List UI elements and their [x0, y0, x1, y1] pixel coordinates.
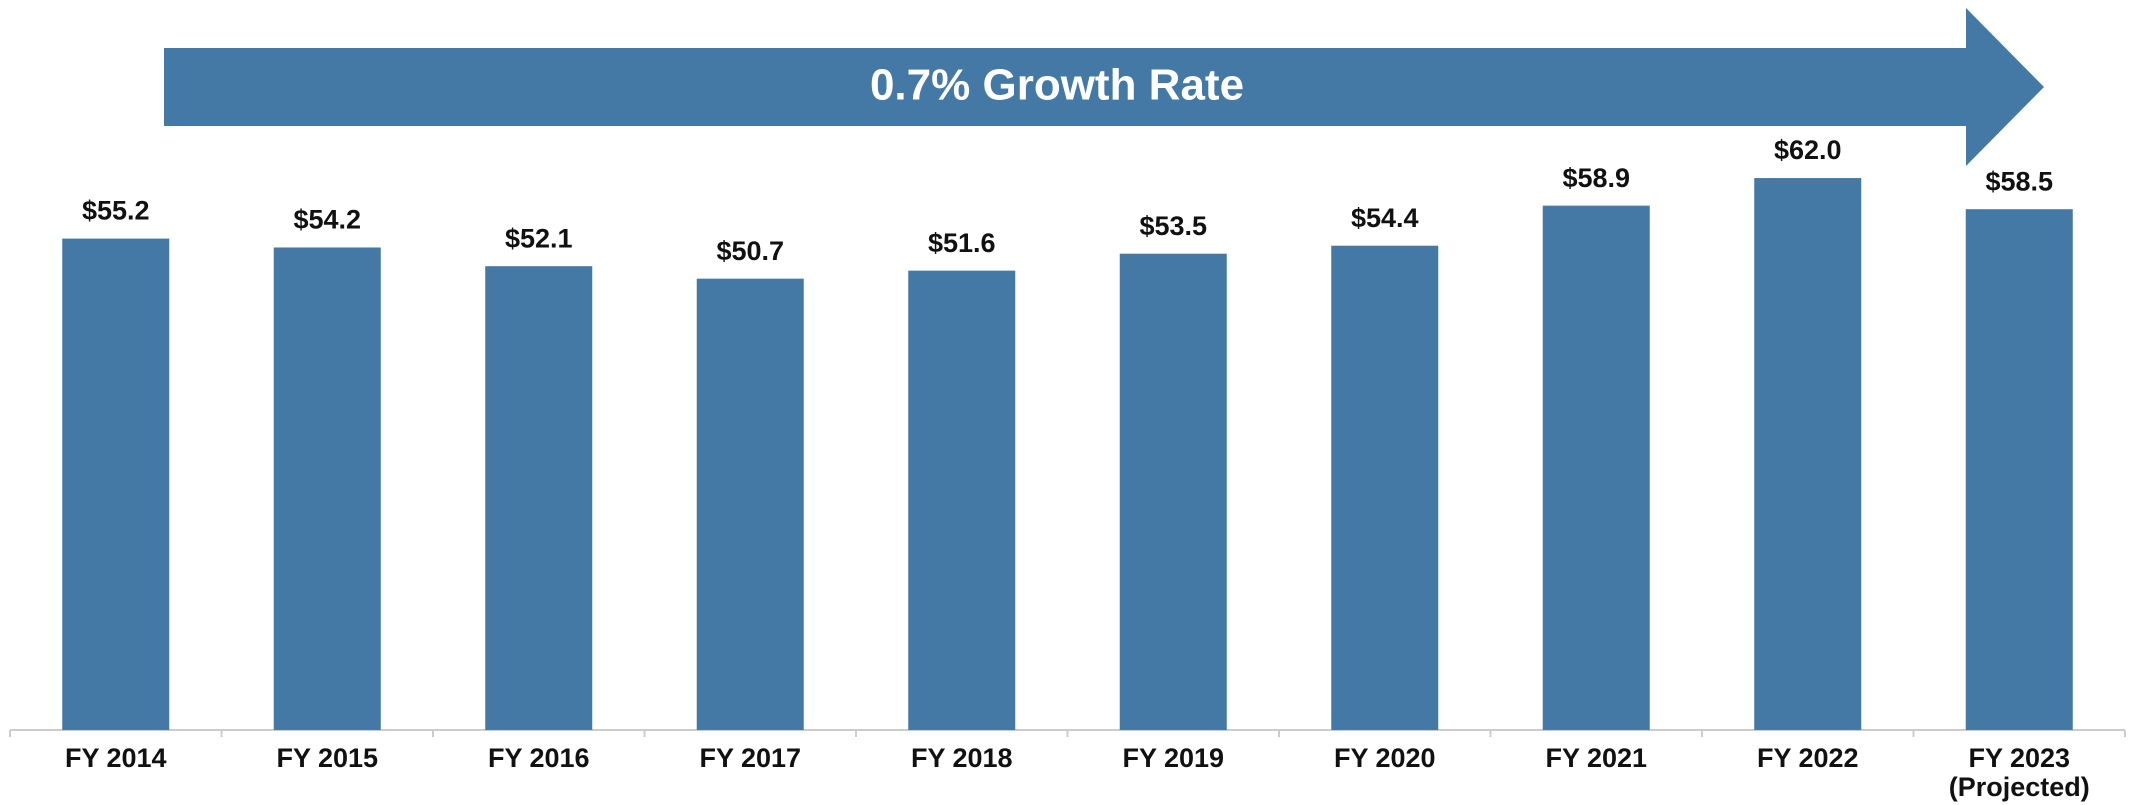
bar — [1965, 209, 2073, 730]
bar — [1331, 245, 1439, 730]
value-label: $55.2 — [82, 196, 150, 226]
value-label: $54.2 — [293, 205, 361, 235]
x-tick-label: FY 2021 — [1545, 743, 1647, 773]
annotation: 0.7% Growth Rate — [870, 61, 1244, 110]
x-tick-label: FY 2017 — [699, 743, 801, 773]
bar — [273, 247, 381, 731]
x-tick-label: FY 2014 — [65, 743, 167, 773]
value-label: $54.4 — [1351, 203, 1419, 233]
x-tick-label: FY 2015 — [276, 743, 378, 773]
bar — [1542, 205, 1650, 730]
bar — [485, 266, 593, 730]
x-tick-label: FY 2019 — [1122, 743, 1224, 773]
value-label: $62.0 — [1774, 135, 1842, 165]
bar — [1119, 253, 1227, 730]
bar — [62, 238, 170, 730]
value-label: $58.5 — [1985, 166, 2053, 196]
value-label: $58.9 — [1562, 163, 1630, 193]
value-label: $50.7 — [716, 236, 784, 266]
x-tick-label: FY 2016 — [488, 743, 590, 773]
x-tick-label: FY 2020 — [1334, 743, 1436, 773]
growth-arrow — [164, 8, 2044, 166]
x-tick-label: FY 2023 (Projected) — [1949, 743, 2090, 802]
x-tick-label: FY 2022 — [1757, 743, 1859, 773]
bar — [696, 278, 804, 730]
value-label: $52.1 — [505, 223, 573, 253]
bar — [908, 270, 1016, 730]
bar — [1754, 178, 1862, 731]
value-label: $53.5 — [1139, 211, 1207, 241]
value-label: $51.6 — [928, 228, 996, 258]
x-tick-label: FY 2018 — [911, 743, 1013, 773]
